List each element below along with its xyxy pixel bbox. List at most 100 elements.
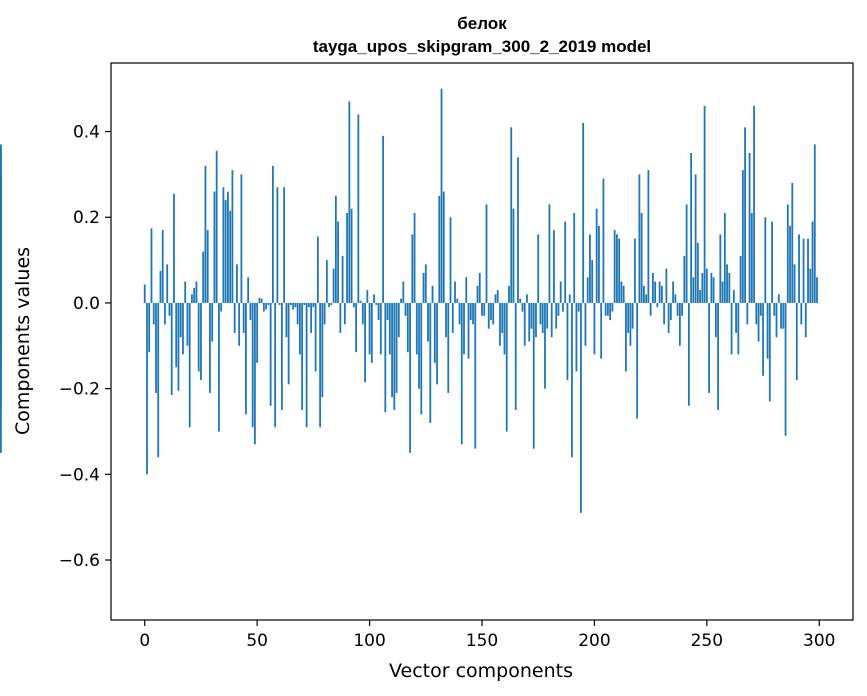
- bar: [211, 302, 214, 342]
- bar: [577, 302, 580, 312]
- bar: [748, 152, 751, 303]
- bar: [323, 302, 326, 325]
- bar: [759, 302, 762, 316]
- bar: [753, 105, 755, 303]
- bar: [762, 302, 764, 376]
- bar: [640, 212, 643, 303]
- y-tick-label: −0.2: [59, 380, 100, 400]
- bar: [699, 290, 701, 303]
- bar: [251, 302, 254, 428]
- bar: [728, 272, 731, 303]
- bar: [541, 302, 544, 333]
- bar: [391, 302, 393, 398]
- bar: [175, 302, 178, 368]
- bar: [663, 302, 666, 325]
- bar: [604, 302, 607, 316]
- bar: [750, 212, 753, 303]
- bar: [433, 302, 436, 363]
- bar: [388, 302, 391, 355]
- bar: [197, 302, 200, 372]
- bar: [254, 302, 256, 445]
- bar: [469, 302, 472, 321]
- chart-title: белок: [457, 14, 507, 33]
- bar: [816, 277, 818, 303]
- bar: [681, 302, 684, 316]
- bar: [627, 302, 630, 333]
- bar: [557, 302, 560, 316]
- bar: [667, 302, 670, 333]
- y-tick-label: −0.4: [59, 465, 100, 485]
- bar: [404, 302, 407, 316]
- bar: [726, 264, 728, 303]
- bar: [436, 302, 438, 385]
- bar: [373, 294, 375, 303]
- bar: [150, 228, 153, 303]
- bar: [168, 302, 171, 316]
- bar: [690, 152, 693, 303]
- bar: [285, 302, 288, 338]
- bar: [481, 302, 483, 316]
- bar: [442, 191, 445, 303]
- bar: [530, 302, 533, 329]
- bar: [483, 302, 486, 316]
- bar: [332, 268, 335, 303]
- bar: [809, 268, 812, 303]
- bar: [609, 302, 612, 321]
- bar: [289, 302, 292, 306]
- bar: [638, 174, 641, 303]
- bar: [307, 302, 310, 308]
- bar: [465, 277, 468, 303]
- bar: [660, 285, 663, 303]
- bar: [512, 208, 515, 303]
- bar: [620, 281, 623, 303]
- bar: [188, 302, 191, 428]
- bar: [427, 302, 429, 342]
- bar: [562, 302, 564, 312]
- bar: [631, 302, 634, 329]
- bar: [607, 302, 609, 316]
- y-axis: −0.6 −0.4 −0.2 0.0 0.2 0.4: [59, 123, 111, 571]
- bar: [0, 247, 2, 303]
- bar: [701, 272, 704, 303]
- bar: [746, 302, 749, 325]
- bar: [593, 302, 596, 355]
- bar: [348, 101, 351, 303]
- bar: [161, 230, 164, 303]
- bar: [654, 281, 657, 303]
- bar: [717, 302, 719, 411]
- bar: [494, 294, 497, 303]
- bar: [218, 302, 220, 432]
- bar: [424, 264, 427, 303]
- bar: [505, 302, 508, 432]
- bar: [573, 212, 576, 303]
- bar: [586, 277, 589, 303]
- bar: [173, 193, 175, 303]
- bar: [771, 221, 773, 303]
- bar: [164, 302, 166, 325]
- bar: [589, 234, 591, 303]
- bar: [328, 302, 330, 308]
- bar: [492, 302, 495, 325]
- bar: [539, 302, 542, 325]
- bar: [735, 302, 737, 333]
- bar: [537, 234, 540, 303]
- bar: [224, 200, 227, 303]
- bar: [528, 302, 531, 342]
- bar: [636, 302, 639, 419]
- y-tick-label: 0.4: [73, 123, 100, 143]
- bar: [645, 294, 648, 303]
- bar: [678, 302, 681, 346]
- bar: [415, 302, 418, 355]
- y-axis-label: Components values: [12, 247, 34, 435]
- bar: [463, 302, 465, 355]
- bar: [361, 302, 364, 325]
- bar: [321, 302, 324, 398]
- bar: [598, 225, 600, 303]
- bar: [364, 302, 366, 383]
- bar: [236, 264, 238, 303]
- bar: [206, 230, 209, 303]
- bar: [616, 234, 618, 303]
- bar: [451, 302, 454, 333]
- bar: [357, 114, 360, 303]
- bar: [676, 302, 679, 316]
